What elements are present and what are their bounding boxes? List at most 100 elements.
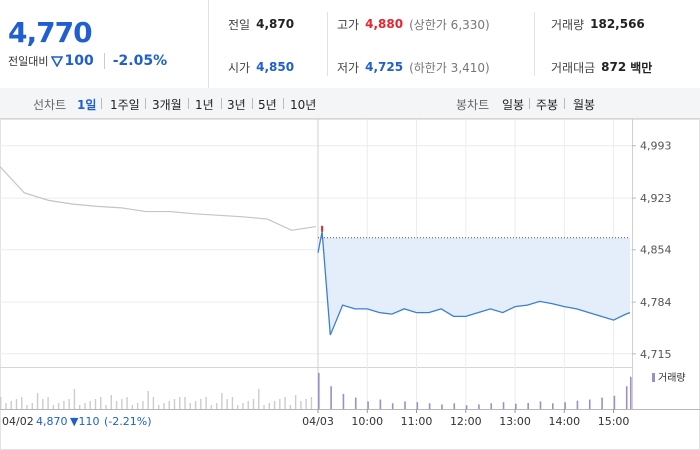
prev-volume-bar <box>121 399 123 409</box>
candle-daily[interactable]: 일봉 <box>502 98 525 112</box>
open-stat: 시가 4,850 <box>228 57 294 77</box>
line-chart-label: 선차트 <box>33 98 67 112</box>
volume-legend-swatch <box>652 373 655 382</box>
volume-bar <box>465 405 468 409</box>
period-1w[interactable]: 1주일 <box>110 98 140 112</box>
prev-volume-bar <box>221 393 223 409</box>
prev-volume-bar <box>173 399 176 409</box>
volume-bar <box>588 399 591 409</box>
prev-volume-bar <box>21 397 23 409</box>
volume-bar <box>527 402 529 409</box>
prev-volume-bar <box>26 405 28 409</box>
prev-volume-bar <box>237 405 239 409</box>
period-3m[interactable]: 3개월 <box>152 98 182 112</box>
x-tick-label: 04/03 <box>302 415 334 428</box>
current-price: 4,770 <box>8 16 93 49</box>
change-percent: -2.05% <box>103 53 167 69</box>
prev-volume-bar <box>79 405 81 409</box>
current-quote: 4,770 전일대비 100 -2.05% <box>0 0 209 88</box>
candle-monthly[interactable]: 월봉 <box>573 98 596 112</box>
prev-volume-bar <box>147 391 149 409</box>
candle-chart-label: 봉차트 <box>456 98 490 112</box>
change-row: 전일대비 100 -2.05% <box>8 53 167 69</box>
x-tick-label: 13:00 <box>499 415 531 428</box>
prev-volume-bar <box>305 399 307 409</box>
prev-volume-bar <box>200 399 202 409</box>
footer-prev-close: 4,870 <box>36 415 68 428</box>
prev-volume-bar <box>279 399 281 409</box>
prev-volume-bar <box>284 397 286 409</box>
period-3y[interactable]: 3년 <box>227 98 246 112</box>
prev-volume-bar <box>163 403 165 409</box>
prev-volume-bar <box>131 405 134 409</box>
high-value: 4,880 <box>365 17 404 31</box>
prev-volume-bar <box>226 399 228 409</box>
prev-volume-bar <box>168 401 170 409</box>
prev-volume-bar <box>84 403 86 409</box>
trade-value-value: 872 <box>601 60 627 74</box>
volume-bar <box>490 403 493 409</box>
prev-volume-bar <box>100 397 102 409</box>
volume-label: 거래량 <box>551 17 585 32</box>
chart-toolbar: 선차트 1일 1주일 3개월 1년 3년 5년 10년 봉차트 일봉 주봉 월봉 <box>0 88 700 119</box>
quote-header: 4,770 전일대비 100 -2.05% 전일 4,870 시가 4,850 … <box>0 0 700 89</box>
period-10y[interactable]: 10년 <box>290 98 317 112</box>
prev-volume-bar <box>110 395 112 409</box>
volume-bar <box>330 386 332 409</box>
x-tick-label: 15:00 <box>598 415 630 428</box>
prev-volume-bar <box>73 389 76 409</box>
y-tick-label: 4,715 <box>640 348 672 361</box>
prev-volume-bar <box>68 399 70 409</box>
prev-volume-bar <box>310 397 313 409</box>
volume-value: 182,566 <box>590 17 645 31</box>
volume-bar <box>630 376 632 409</box>
high-label: 고가 <box>337 17 360 32</box>
prev-volume-bar <box>273 401 276 409</box>
prev-day-line <box>0 166 317 231</box>
candle-weekly[interactable]: 주봉 <box>536 98 559 112</box>
prev-volume-bar <box>205 397 207 409</box>
lower-limit: (하한가 3,410) <box>409 60 490 75</box>
volume-bar <box>428 403 431 409</box>
volume-bar <box>416 402 419 409</box>
prev-volume-bar <box>158 405 160 409</box>
x-tick-label: 12:00 <box>450 415 482 428</box>
upper-limit: (상한가 6,330) <box>409 17 490 32</box>
period-1d[interactable]: 1일 <box>77 98 97 112</box>
volume-bar <box>367 401 369 409</box>
prev-volume-bar <box>5 403 7 409</box>
prev-volume-bar <box>268 403 270 409</box>
prev-volume-bar <box>263 405 265 409</box>
change-label: 전일대비 <box>8 55 49 68</box>
volume-stat: 거래량 182,566 <box>551 14 645 34</box>
period-5y[interactable]: 5년 <box>258 98 277 112</box>
volume-bar <box>613 395 616 409</box>
prev-volume-bar <box>42 399 44 409</box>
price-volume-chart: 4,993 4,923 4,854 4,784 4,715 04/03 10:00 11:00… <box>0 119 700 450</box>
y-tick-label: 4,923 <box>640 192 672 205</box>
prev-volume-bar <box>94 399 97 409</box>
prev-close-stat: 전일 4,870 <box>228 14 294 34</box>
volume-bar <box>625 386 628 409</box>
volume-bar <box>404 401 406 409</box>
prev-volume-bar <box>289 405 292 409</box>
low-stat: 저가 4,725 (하한가 3,410) <box>337 57 490 77</box>
down-arrow-icon <box>51 55 64 67</box>
volume-bar <box>601 397 603 409</box>
period-1y[interactable]: 1년 <box>195 98 214 112</box>
today-line <box>317 231 631 336</box>
prev-close-label: 전일 <box>228 17 251 32</box>
trade-value-stat: 거래대금 872 백만 <box>551 57 652 77</box>
y-tick-label: 4,993 <box>640 140 672 153</box>
prev-volume-bar <box>36 393 39 409</box>
footer-prev-change: ▼110 <box>70 415 99 428</box>
prev-volume-bar <box>115 401 118 409</box>
prev-close-value: 4,870 <box>256 17 295 31</box>
prev-volume-bar <box>10 401 12 409</box>
prev-volume-bar <box>184 397 186 409</box>
prev-volume-bar <box>300 401 302 409</box>
x-tick-label: 11:00 <box>401 415 433 428</box>
trade-value-unit: 백만 <box>630 60 653 75</box>
prev-volume-bar <box>258 389 260 409</box>
